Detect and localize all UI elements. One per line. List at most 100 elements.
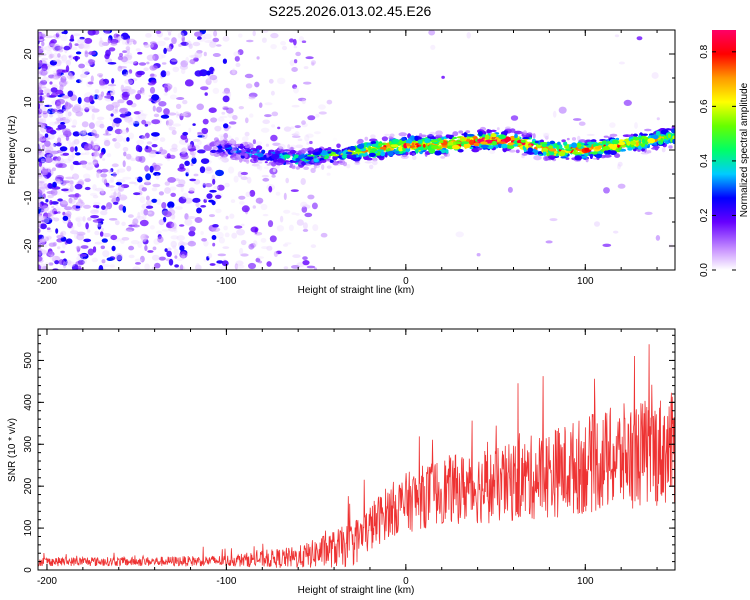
signal-cell xyxy=(268,150,272,156)
noise-cell xyxy=(41,57,49,61)
noise-cell xyxy=(184,160,190,166)
noise-cell xyxy=(57,211,61,214)
noise-cell xyxy=(79,77,83,84)
noise-cell xyxy=(172,66,180,73)
signal-cell xyxy=(458,130,464,134)
noise-cell xyxy=(110,89,116,96)
noise-cell xyxy=(75,245,82,250)
signal-cell xyxy=(534,140,539,144)
signal-cell xyxy=(341,154,347,159)
noise-cell xyxy=(50,92,58,97)
noise-cell xyxy=(267,220,274,228)
noise-cell xyxy=(291,67,298,72)
noise-cell xyxy=(55,32,60,38)
signal-cell xyxy=(640,152,650,155)
noise-cell xyxy=(111,78,115,84)
noise-cell xyxy=(258,260,262,264)
noise-cell xyxy=(476,253,481,257)
noise-cell xyxy=(201,127,209,135)
noise-cell xyxy=(93,209,99,213)
noise-cell xyxy=(212,37,220,43)
spectrogram-x-tick-label: -200 xyxy=(37,276,57,287)
signal-cell xyxy=(314,155,317,159)
noise-cell xyxy=(106,257,114,262)
noise-cell xyxy=(254,81,260,88)
signal-cell xyxy=(477,147,483,151)
noise-cell xyxy=(83,204,91,209)
noise-cell xyxy=(187,240,196,247)
noise-cell xyxy=(55,162,63,168)
noise-cell xyxy=(125,71,131,78)
noise-cell xyxy=(61,31,66,34)
noise-cell xyxy=(56,69,62,77)
signal-cell xyxy=(496,127,500,131)
noise-cell xyxy=(110,168,114,173)
noise-cell xyxy=(75,51,82,55)
signal-cell xyxy=(246,149,253,152)
signal-cell xyxy=(545,135,549,140)
noise-cell xyxy=(74,183,83,190)
spectrogram-y-tick-label: 0 xyxy=(23,147,34,153)
signal-cell xyxy=(283,149,291,152)
signal-cell xyxy=(661,147,666,153)
noise-cell xyxy=(219,266,227,270)
noise-cell xyxy=(61,73,68,79)
noise-cell xyxy=(65,65,70,73)
noise-cell xyxy=(293,59,298,64)
noise-cell xyxy=(77,107,84,112)
signal-cell xyxy=(592,151,598,155)
noise-cell xyxy=(100,245,106,250)
noise-cell xyxy=(283,266,289,270)
noise-cell xyxy=(236,228,246,236)
noise-cell xyxy=(116,169,120,175)
noise-cell xyxy=(39,202,49,209)
signal-cell xyxy=(332,155,338,161)
noise-cell xyxy=(173,248,179,256)
noise-cell xyxy=(293,38,297,46)
noise-cell xyxy=(216,44,222,47)
noise-cell xyxy=(239,247,244,255)
signal-cell xyxy=(435,130,443,136)
noise-cell xyxy=(305,133,314,138)
noise-cell xyxy=(52,208,60,212)
noise-cell xyxy=(46,227,51,230)
noise-cell xyxy=(56,180,63,184)
colorbar-tick-label: 0.6 xyxy=(699,99,710,113)
signal-cell xyxy=(660,137,664,143)
noise-cell xyxy=(255,141,263,146)
signal-cell xyxy=(542,132,550,136)
noise-cell xyxy=(120,84,125,92)
noise-cell xyxy=(293,86,299,94)
noise-cell xyxy=(41,235,47,242)
noise-cell xyxy=(289,38,294,43)
signal-cell xyxy=(380,151,386,157)
noise-cell xyxy=(115,181,122,186)
noise-cell xyxy=(107,90,113,94)
noise-cell xyxy=(288,224,294,231)
noise-cell xyxy=(38,215,46,220)
noise-cell xyxy=(114,128,123,135)
signal-cell xyxy=(418,134,427,138)
signal-cell xyxy=(541,143,547,148)
noise-cell xyxy=(164,86,169,93)
noise-cell xyxy=(62,242,66,249)
signal-cell xyxy=(445,134,450,138)
noise-cell xyxy=(61,188,69,192)
noise-cell xyxy=(160,114,170,119)
noise-cell xyxy=(609,122,616,128)
signal-cell xyxy=(627,147,633,151)
noise-cell xyxy=(189,226,196,232)
signal-cell xyxy=(558,151,566,157)
signal-cell xyxy=(411,142,415,147)
signal-cell xyxy=(239,143,244,150)
noise-cell xyxy=(61,180,70,184)
noise-cell xyxy=(40,158,46,163)
signal-cell xyxy=(469,139,474,146)
noise-cell xyxy=(140,255,145,263)
noise-cell xyxy=(148,151,157,158)
noise-cell xyxy=(120,107,129,115)
signal-cell xyxy=(614,153,621,158)
signal-cell xyxy=(368,152,376,157)
noise-cell xyxy=(67,111,72,117)
noise-cell xyxy=(200,205,207,208)
